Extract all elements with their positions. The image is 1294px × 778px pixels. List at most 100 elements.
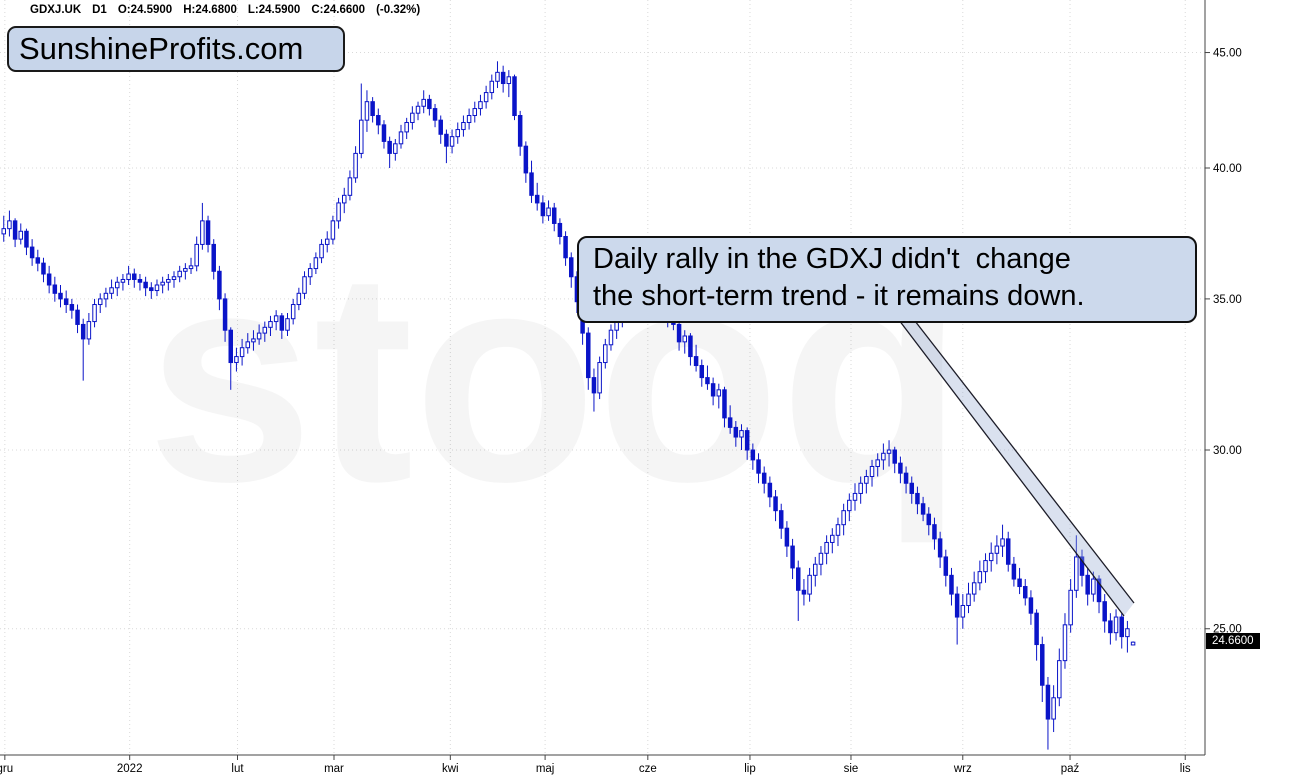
candle [830, 528, 835, 554]
candle [778, 503, 784, 539]
candle [217, 265, 222, 311]
candle [154, 279, 160, 297]
candle [705, 365, 710, 390]
month-tick-label: lis [1180, 763, 1191, 775]
candle [546, 200, 551, 221]
candle [994, 535, 1000, 565]
candle [1096, 575, 1102, 614]
candle [234, 347, 239, 372]
candle [557, 218, 563, 245]
candle [682, 330, 687, 354]
month-tick-label: kwi [442, 763, 459, 775]
candle [727, 405, 733, 434]
candle [529, 160, 534, 203]
candle [376, 108, 381, 135]
candle [52, 276, 58, 302]
candle [200, 202, 205, 250]
candle [387, 136, 392, 168]
candle [285, 313, 290, 337]
candle [1045, 676, 1051, 750]
candle [988, 542, 994, 572]
candle [256, 324, 262, 345]
month-tick-label: gru [0, 763, 13, 775]
month-tick-label: lip [744, 763, 756, 775]
candle [63, 290, 69, 314]
candle [92, 298, 97, 328]
candle [569, 252, 574, 288]
candle [279, 313, 285, 339]
candle [1130, 641, 1136, 646]
candle [137, 274, 143, 291]
candle [1034, 609, 1039, 661]
candle [523, 141, 529, 183]
candle [370, 97, 375, 123]
candle [699, 359, 705, 387]
candle [183, 263, 188, 280]
candle [222, 293, 228, 342]
candle [767, 476, 773, 508]
candle [307, 263, 313, 285]
candle [228, 327, 233, 390]
candle [342, 187, 347, 214]
candle [211, 239, 216, 280]
branding-badge: SunshineProfits.com [7, 26, 345, 72]
candle [1011, 556, 1017, 587]
candle [608, 324, 614, 351]
candle [971, 571, 977, 602]
candle [171, 271, 177, 288]
candle [534, 182, 540, 211]
candle [194, 236, 199, 272]
candle [109, 279, 114, 299]
candle [319, 239, 324, 264]
candle [1017, 567, 1022, 595]
candle [483, 85, 489, 109]
candle [1005, 531, 1011, 572]
candle [915, 486, 920, 515]
candle [290, 298, 296, 325]
last-price-value: 24.6600 [1212, 635, 1254, 648]
candle [875, 453, 880, 477]
candle [500, 65, 506, 93]
candle [926, 507, 932, 536]
candle [41, 257, 46, 283]
candle [466, 108, 472, 130]
candle [24, 228, 29, 256]
candle [898, 456, 903, 484]
candle [1028, 590, 1034, 625]
annotation-callout: Daily rally in the GDXJ didn't change th… [577, 236, 1197, 323]
candle [302, 271, 307, 299]
candle [58, 284, 63, 308]
candle [603, 338, 608, 369]
price-tick-label: 25.00 [1213, 624, 1242, 636]
annotation-line-1: Daily rally in the GDXJ didn't change [593, 243, 1071, 275]
candle [438, 115, 443, 144]
candle [1051, 685, 1056, 733]
candle [251, 330, 256, 351]
high-value: H:24.6800 [183, 4, 237, 16]
candle [1068, 579, 1073, 633]
candle [398, 124, 404, 149]
candle [835, 517, 841, 547]
candle [1108, 613, 1113, 645]
branding-text: SunshineProfits.com [19, 31, 304, 66]
trend-channel-fill [886, 303, 1134, 616]
candle [449, 129, 455, 154]
candle [1085, 567, 1090, 606]
candle [881, 443, 886, 470]
candle [35, 249, 41, 272]
candle [410, 106, 415, 130]
candle [1062, 613, 1068, 669]
symbol-label: GDXJ.UK [30, 4, 82, 16]
candle [97, 293, 103, 314]
candle [427, 94, 432, 116]
candle [739, 424, 744, 451]
month-tick-label: cze [639, 763, 657, 775]
candle [12, 218, 18, 248]
candle [313, 252, 319, 275]
candle [273, 310, 279, 331]
annotation-line-2: the short-term trend - it remains down. [593, 280, 1085, 312]
candle [761, 466, 767, 494]
candle [693, 344, 699, 372]
candle [716, 383, 722, 409]
